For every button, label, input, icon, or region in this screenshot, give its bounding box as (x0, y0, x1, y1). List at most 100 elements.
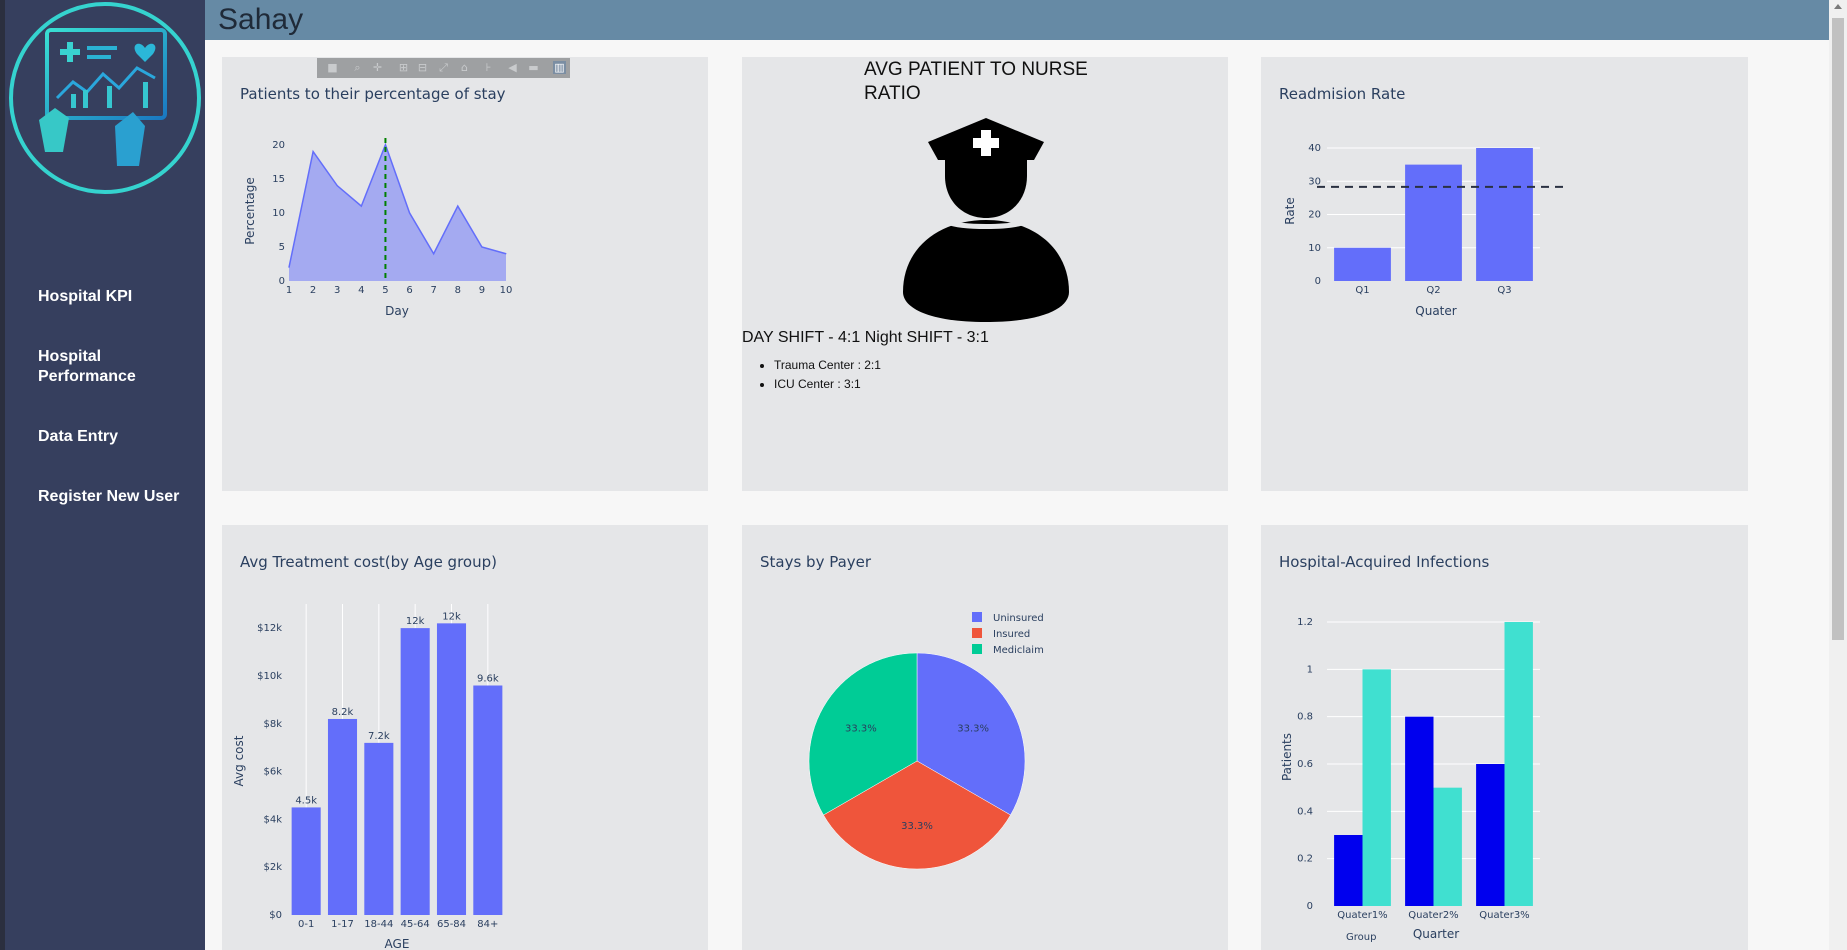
infections-x-tick-label: Quater3% (1479, 910, 1529, 921)
treatment-x-tick-label: 18-44 (364, 919, 393, 930)
readmission-x-tick-label: Q2 (1426, 285, 1440, 296)
hover-closest-icon[interactable]: ◀ (508, 61, 517, 74)
pie-slice-label: 33.3% (957, 724, 989, 735)
treatment-bar (291, 807, 321, 915)
app-title: Sahay (218, 3, 304, 36)
plotly-logo-icon[interactable]: ▥ (553, 61, 566, 74)
home-icon[interactable]: ⌂ (461, 61, 468, 74)
stay-x-tick-label: 9 (479, 285, 485, 296)
infections-legend-title: Group (1346, 932, 1376, 943)
stay-x-axis-title: Day (385, 304, 409, 318)
stay-x-tick-label: 6 (406, 285, 412, 296)
infections-chart: 0 0.2 0.4 0.6 0.8 1 1.2 Quater1% Quater2% Quater3… (1280, 617, 1540, 943)
nav-register-new-user[interactable]: Register New User (38, 488, 180, 505)
stay-data-point (481, 246, 483, 248)
stay-y-tick-label: 5 (279, 242, 285, 253)
zoom-icon[interactable]: ⌕ (354, 61, 361, 74)
treatment-x-axis-title: AGE (385, 937, 410, 950)
readmission-y-tick-label: 10 (1308, 243, 1321, 254)
nav-data-entry[interactable]: Data Entry (38, 428, 119, 445)
infections-x-tick-label: Quater1% (1337, 910, 1387, 921)
stay-data-point (384, 144, 386, 146)
infections-x-axis-title: Quarter (1413, 927, 1459, 941)
treatment-y-tick-label: $0 (269, 910, 282, 921)
zoom-in-icon[interactable]: ⊞ (398, 61, 409, 74)
ratio-list: Trauma Center : 2:1 ICU Center : 3:1 (758, 356, 881, 394)
autoscale-icon[interactable]: ⤢ (439, 61, 448, 74)
nav-hospital-kpi[interactable]: Hospital KPI (38, 288, 133, 305)
stay-data-point (360, 205, 362, 207)
scrollbar-thumb[interactable] (1832, 18, 1844, 640)
hover-compare-icon[interactable]: ▬ (528, 61, 539, 74)
scroll-up-icon[interactable] (1834, 4, 1842, 9)
pan-icon[interactable]: ✛ (372, 61, 383, 74)
hospital-logo (9, 2, 201, 194)
pie-legend-swatch (972, 612, 982, 622)
stay-area-line (288, 142, 507, 268)
infections-bar (1362, 669, 1391, 906)
treatment-bar (364, 742, 394, 915)
infections-y-tick-label: 0.4 (1297, 806, 1313, 817)
stay-chart-title: Patients to their percentage of stay (240, 85, 506, 103)
header-bar: Sahay (205, 0, 1829, 40)
readmission-chart-title: Readmision Rate (1279, 85, 1406, 103)
stay-x-tick-label: 4 (358, 285, 364, 296)
pie-slice (823, 760, 1011, 870)
chart-modebar: ■ ⌕ ✛ ⊞ ⊟ ⤢ ⌂ ⊦ ◀ ▬ ▥ (317, 58, 570, 78)
treatment-data-label: 8.2k (332, 707, 354, 718)
treatment-chart: $0 $2k $4k $6k $8k $10k $12k 4.5k 0-1 8.2k 1-17 7.2… (232, 604, 503, 950)
nurse-icon (903, 118, 1069, 322)
pie-slice-label: 33.3% (901, 821, 933, 832)
infections-y-tick-label: 0.2 (1297, 854, 1313, 865)
readmission-y-axis-title: Rate (1283, 197, 1297, 225)
infections-bar (1433, 787, 1462, 906)
stay-data-point (288, 266, 290, 268)
treatment-x-tick-label: 1-17 (331, 919, 354, 930)
stay-x-tick-label: 8 (455, 285, 461, 296)
treatment-y-tick-label: $8k (263, 719, 282, 730)
camera-icon[interactable]: ■ (327, 61, 338, 74)
treatment-chart-title: Avg Treatment cost(by Age group) (240, 553, 497, 571)
treatment-bar (400, 628, 430, 915)
stay-data-point (505, 253, 507, 255)
payer-chart-title: Stays by Payer (760, 553, 872, 571)
infections-chart-title: Hospital-Acquired Infections (1279, 553, 1490, 571)
readmission-x-tick-label: Q1 (1355, 285, 1369, 296)
stay-data-point (433, 253, 435, 255)
nav-hospital-performance[interactable]: Hospital Performance (38, 348, 136, 385)
stay-y-tick-label: 20 (272, 140, 285, 151)
pie-slice-label: 33.3% (845, 724, 877, 735)
stay-x-tick-label: 7 (430, 285, 436, 296)
spike-lines-icon[interactable]: ⊦ (485, 61, 492, 74)
stay-x-tick-label: 10 (500, 285, 513, 296)
stay-x-tick-label: 1 (286, 285, 292, 296)
treatment-y-tick-label: $2k (263, 862, 282, 873)
stay-y-tick-label: 15 (272, 174, 285, 185)
stay-x-tick-label: 5 (382, 285, 388, 296)
stay-y-axis-title: Percentage (243, 177, 257, 245)
nurse-ratio-title: AVG PATIENT TO NURSE RATIO (864, 59, 1088, 104)
treatment-bar (436, 623, 467, 915)
infections-bar (1334, 835, 1363, 906)
stay-area-fill (289, 144, 506, 281)
treatment-y-tick-label: $6k (263, 767, 282, 778)
ratio-list-item: Trauma Center : 2:1 (774, 356, 881, 375)
pie-legend-swatch (972, 628, 982, 638)
pie-slice (916, 652, 1026, 816)
treatment-data-label: 12k (442, 611, 461, 622)
infections-y-tick-label: 0 (1307, 901, 1313, 912)
stay-x-tick-label: 2 (310, 285, 316, 296)
stay-data-point (457, 205, 459, 207)
readmission-bar (1405, 164, 1462, 281)
stay-y-tick-label: 10 (272, 208, 285, 219)
stay-data-point (336, 185, 338, 187)
infections-y-tick-label: 0.6 (1297, 759, 1313, 770)
treatment-x-tick-label: 0-1 (298, 919, 314, 930)
zoom-out-icon[interactable]: ⊟ (417, 61, 428, 74)
page-scrollbar[interactable] (1829, 0, 1847, 950)
pie-slice (808, 652, 918, 816)
treatment-data-label: 9.6k (477, 674, 499, 685)
sidebar-edge (0, 0, 5, 950)
infections-y-tick-label: 1.2 (1297, 617, 1313, 628)
infections-bar (1504, 622, 1533, 906)
